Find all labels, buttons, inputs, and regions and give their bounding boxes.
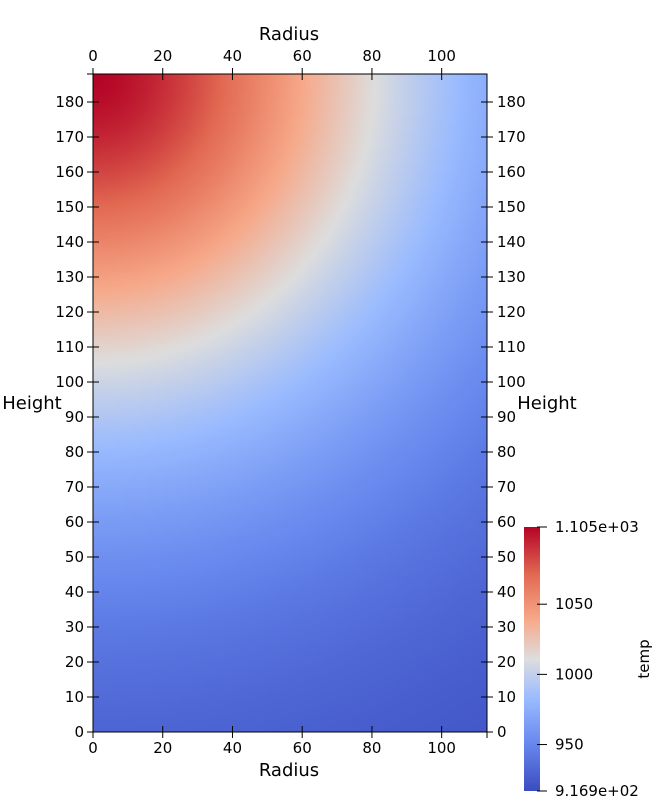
x-tick-label-bottom: 0 — [88, 739, 98, 757]
y-tick-label-right: 120 — [497, 303, 526, 321]
y-axis-right: 0 10 20 30 40 50 60 70 80 90 100 110 120 130 140 150 160… — [481, 93, 526, 741]
y-tick-label-right: 50 — [497, 548, 516, 566]
x-tick-label-top: 20 — [153, 47, 172, 65]
y-tick-label-left: 80 — [65, 443, 84, 461]
y-tick-label-right: 10 — [497, 688, 516, 706]
colorbar-tick-label: 9.169e+02 — [555, 782, 639, 800]
y-tick-label-left: 180 — [55, 93, 84, 111]
y-tick-label-left: 170 — [55, 128, 84, 146]
x-tick-label-top: 60 — [293, 47, 312, 65]
y-tick-label-right: 70 — [497, 478, 516, 496]
x-tick-label-top: 80 — [362, 47, 381, 65]
colorbar: 1.105e+03 1050 1000 950 9.169e+02 temp — [524, 518, 653, 800]
y-tick-label-left: 40 — [65, 583, 84, 601]
y-tick-label-left: 120 — [55, 303, 84, 321]
y-tick-label-left: 0 — [74, 723, 84, 741]
y-tick-label-left: 150 — [55, 198, 84, 216]
y-tick-label-left: 110 — [55, 338, 84, 356]
x-axis-bottom: 0 20 40 60 80 100 — [87, 726, 456, 757]
colorbar-tick-label: 950 — [555, 736, 584, 754]
colorbar-tick-label: 1000 — [555, 665, 593, 683]
x-axis-title-bottom: Radius — [259, 760, 319, 781]
x-tick-label-bottom: 80 — [362, 739, 381, 757]
y-tick-label-left: 50 — [65, 548, 84, 566]
x-tick-label-top: 0 — [88, 47, 98, 65]
y-tick-label-right: 100 — [497, 373, 526, 391]
y-tick-label-right: 30 — [497, 618, 516, 636]
y-tick-label-right: 90 — [497, 408, 516, 426]
y-tick-label-right: 140 — [497, 233, 526, 251]
colorbar-tick-label: 1050 — [555, 595, 593, 613]
plot-frame — [92, 73, 488, 733]
y-tick-label-left: 10 — [65, 688, 84, 706]
x-tick-label-bottom: 40 — [223, 739, 242, 757]
y-tick-label-right: 170 — [497, 128, 526, 146]
colorbar-ticks: 1.105e+03 1050 1000 950 9.169e+02 — [537, 518, 639, 800]
x-axis-title-top: Radius — [259, 24, 319, 45]
y-tick-label-left: 140 — [55, 233, 84, 251]
y-tick-label-right: 0 — [497, 723, 507, 741]
colorbar-tick-label: 1.105e+03 — [555, 518, 639, 536]
y-tick-label-right: 150 — [497, 198, 526, 216]
colorbar-gradient — [524, 527, 540, 791]
x-tick-label-bottom: 100 — [427, 739, 456, 757]
y-axis-title-left: Height — [2, 393, 62, 414]
y-tick-label-left: 30 — [65, 618, 84, 636]
x-tick-label-bottom: 60 — [293, 739, 312, 757]
x-axis-top: 0 20 40 60 80 100 — [87, 47, 456, 80]
colorbar-title: temp — [635, 639, 653, 678]
y-tick-label-right: 160 — [497, 163, 526, 181]
x-tick-label-top: 100 — [427, 47, 456, 65]
y-tick-label-left: 20 — [65, 653, 84, 671]
y-tick-label-right: 20 — [497, 653, 516, 671]
y-tick-label-left: 160 — [55, 163, 84, 181]
y-tick-label-left: 70 — [65, 478, 84, 496]
y-tick-label-right: 180 — [497, 93, 526, 111]
y-axis-left: 0 10 20 30 40 50 60 70 80 90 100 110 120 130 140 150 160… — [55, 93, 99, 741]
y-tick-label-right: 130 — [497, 268, 526, 286]
y-tick-label-right: 40 — [497, 583, 516, 601]
y-tick-label-left: 100 — [55, 373, 84, 391]
y-tick-label-left: 90 — [65, 408, 84, 426]
y-tick-label-right: 80 — [497, 443, 516, 461]
x-tick-label-top: 40 — [223, 47, 242, 65]
y-axis-title-right: Height — [517, 393, 577, 414]
y-tick-label-right: 110 — [497, 338, 526, 356]
x-tick-label-bottom: 20 — [153, 739, 172, 757]
y-tick-label-left: 60 — [65, 513, 84, 531]
y-tick-label-right: 60 — [497, 513, 516, 531]
y-tick-label-left: 130 — [55, 268, 84, 286]
heatmap-field — [93, 74, 487, 732]
